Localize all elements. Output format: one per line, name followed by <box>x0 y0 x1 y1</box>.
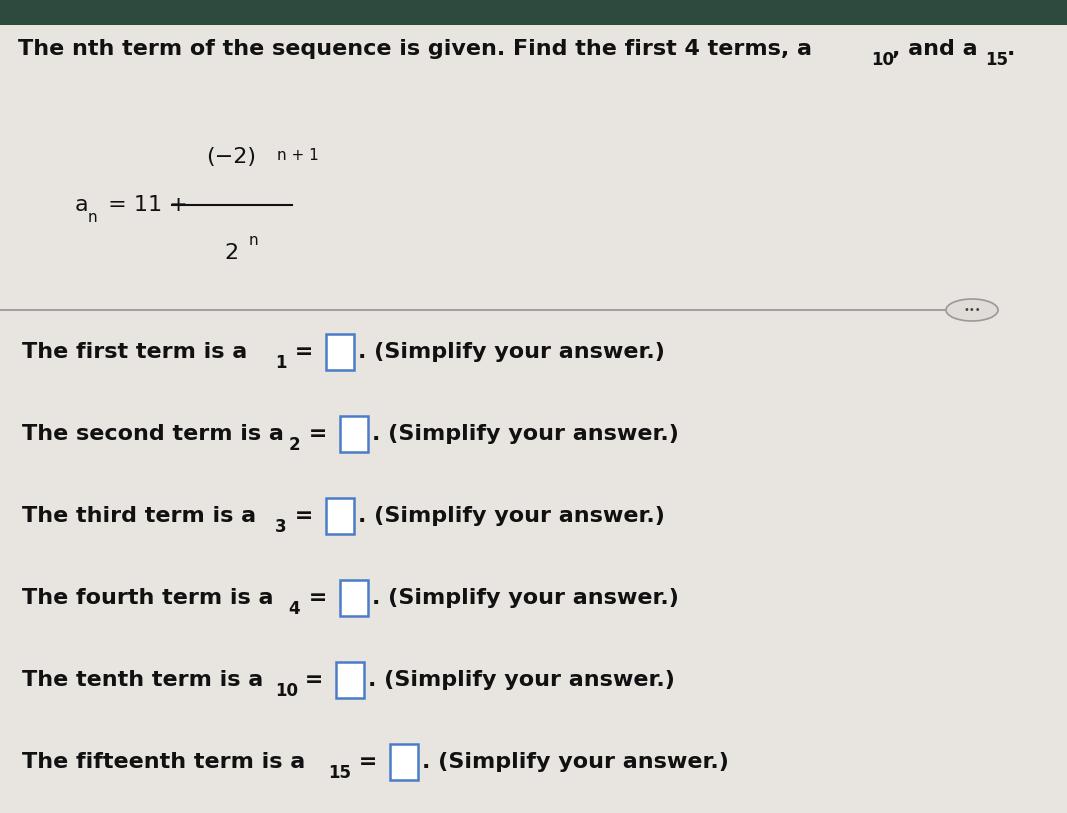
Text: The fourth term is a: The fourth term is a <box>22 588 273 608</box>
Text: The second term is a: The second term is a <box>22 424 284 444</box>
Text: 1: 1 <box>275 354 287 372</box>
Text: . (Simplify your answer.): . (Simplify your answer.) <box>421 752 729 772</box>
FancyBboxPatch shape <box>336 662 364 698</box>
Text: The third term is a: The third term is a <box>22 506 256 526</box>
Text: 10: 10 <box>872 51 894 69</box>
Text: 15: 15 <box>329 764 352 782</box>
Text: 2: 2 <box>289 437 300 454</box>
Text: . (Simplify your answer.): . (Simplify your answer.) <box>368 670 675 690</box>
FancyBboxPatch shape <box>327 498 354 534</box>
Text: =: = <box>287 506 321 526</box>
Text: . (Simplify your answer.): . (Simplify your answer.) <box>371 588 679 608</box>
Text: (−2): (−2) <box>206 147 256 167</box>
Text: =: = <box>351 752 385 772</box>
Text: =: = <box>301 424 335 444</box>
Text: n: n <box>87 210 97 224</box>
Text: . (Simplify your answer.): . (Simplify your answer.) <box>359 342 665 362</box>
FancyBboxPatch shape <box>327 334 354 370</box>
Text: =: = <box>287 342 321 362</box>
Text: The tenth term is a: The tenth term is a <box>22 670 264 690</box>
Text: = 11 +: = 11 + <box>101 195 188 215</box>
Text: 3: 3 <box>275 519 287 537</box>
Text: a: a <box>75 195 89 215</box>
Text: 4: 4 <box>289 601 300 619</box>
Text: The nth term of the sequence is given. Find the first 4 terms, a: The nth term of the sequence is given. F… <box>18 39 812 59</box>
Text: . (Simplify your answer.): . (Simplify your answer.) <box>359 506 665 526</box>
Text: n + 1: n + 1 <box>277 148 319 163</box>
Bar <box>0 0 1067 25</box>
FancyBboxPatch shape <box>389 744 417 780</box>
Text: 15: 15 <box>986 51 1008 69</box>
Text: The first term is a: The first term is a <box>22 342 248 362</box>
Text: , and a: , and a <box>892 39 978 59</box>
Text: =: = <box>301 588 335 608</box>
Text: 2: 2 <box>224 243 238 263</box>
Text: .: . <box>1006 39 1015 59</box>
Text: •••: ••• <box>964 305 981 315</box>
Text: n: n <box>249 233 258 248</box>
FancyBboxPatch shape <box>339 416 368 452</box>
Text: . (Simplify your answer.): . (Simplify your answer.) <box>371 424 679 444</box>
Text: The fifteenth term is a: The fifteenth term is a <box>22 752 305 772</box>
FancyBboxPatch shape <box>339 580 368 616</box>
Text: 10: 10 <box>275 682 299 701</box>
Text: =: = <box>298 670 332 690</box>
Ellipse shape <box>946 299 998 321</box>
